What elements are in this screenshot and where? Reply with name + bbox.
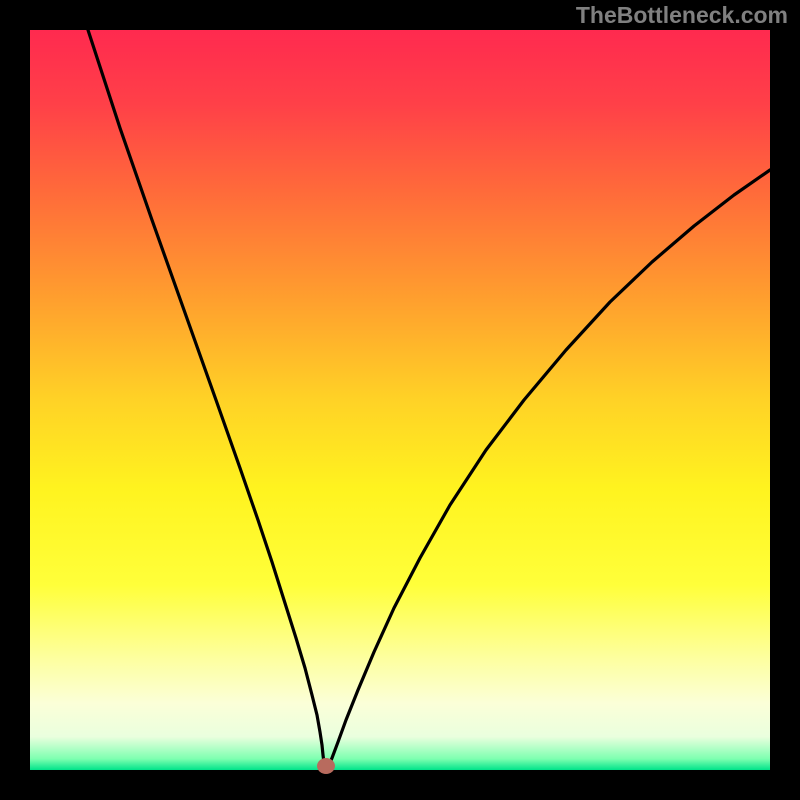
curve-minimum-marker: [317, 758, 335, 774]
plot-background: [30, 30, 770, 770]
watermark-text: TheBottleneck.com: [576, 2, 788, 29]
plot-area: [0, 0, 800, 800]
